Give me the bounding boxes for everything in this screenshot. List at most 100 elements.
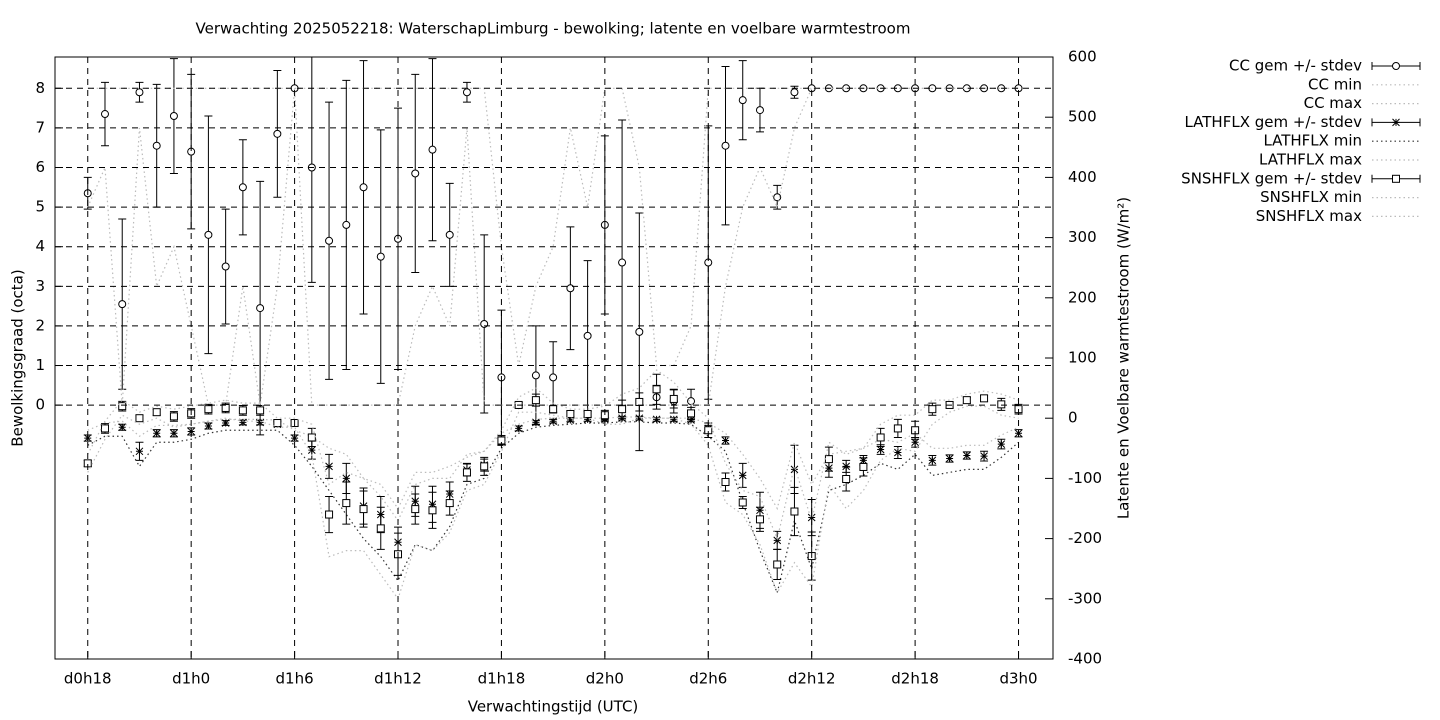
marker bbox=[583, 415, 592, 424]
x-tick-label: d2h12 bbox=[788, 670, 836, 688]
legend-label: LATHFLX gem +/- stdev bbox=[1184, 113, 1362, 131]
marker bbox=[118, 423, 127, 432]
marker bbox=[221, 403, 230, 412]
marker bbox=[342, 499, 351, 508]
marker bbox=[238, 183, 247, 192]
y2-tick-label: 300 bbox=[1068, 228, 1097, 246]
x-tick-label: d1h6 bbox=[276, 670, 314, 688]
legend-label: SNSHFLX max bbox=[1256, 207, 1362, 225]
marker bbox=[549, 417, 557, 426]
marker bbox=[980, 452, 988, 460]
marker bbox=[428, 506, 437, 515]
x-tick-label: d3h0 bbox=[999, 670, 1037, 688]
marker bbox=[652, 385, 661, 394]
marker bbox=[325, 236, 334, 245]
marker bbox=[738, 498, 747, 507]
marker bbox=[100, 424, 109, 433]
range-line bbox=[87, 405, 1019, 601]
marker bbox=[531, 371, 540, 380]
marker bbox=[997, 440, 1006, 448]
marker bbox=[669, 394, 678, 403]
marker bbox=[566, 416, 575, 424]
marker bbox=[790, 88, 799, 97]
marker bbox=[583, 331, 592, 340]
x-tick-label: d2h18 bbox=[891, 670, 939, 688]
legend-label: CC max bbox=[1304, 94, 1363, 112]
x-axis-label: Verwachtingstijd (UTC) bbox=[468, 698, 639, 716]
marker bbox=[721, 478, 730, 487]
marker bbox=[687, 397, 696, 406]
x-tick-label: d1h18 bbox=[478, 670, 526, 688]
marker bbox=[531, 396, 540, 405]
legend-marker bbox=[1392, 118, 1400, 127]
marker bbox=[842, 462, 851, 471]
legend-label: SNSHFLX min bbox=[1260, 188, 1362, 206]
marker bbox=[135, 447, 144, 456]
marker bbox=[152, 141, 161, 150]
marker bbox=[773, 536, 782, 545]
marker bbox=[687, 409, 696, 418]
marker bbox=[859, 462, 868, 471]
y-tick-label: 1 bbox=[35, 356, 45, 374]
marker bbox=[100, 110, 109, 119]
legend-label: LATHFLX min bbox=[1263, 132, 1362, 150]
marker bbox=[135, 414, 144, 423]
marker bbox=[204, 422, 213, 430]
marker bbox=[618, 405, 627, 414]
legend-marker bbox=[1392, 174, 1400, 183]
marker bbox=[876, 433, 885, 442]
y-tick-label: 3 bbox=[35, 277, 45, 295]
marker bbox=[376, 252, 385, 261]
marker bbox=[755, 106, 764, 115]
marker bbox=[980, 394, 989, 403]
y2-tick-label: -300 bbox=[1068, 589, 1102, 607]
marker bbox=[342, 220, 351, 229]
y-tick-label: 2 bbox=[35, 316, 45, 334]
y-tick-label: 5 bbox=[35, 198, 45, 216]
marker bbox=[652, 415, 661, 424]
marker bbox=[894, 448, 902, 457]
x-tick-label: d0h18 bbox=[64, 670, 112, 688]
y-tick-label: 0 bbox=[35, 396, 45, 414]
marker bbox=[118, 300, 127, 309]
marker bbox=[997, 400, 1006, 409]
marker bbox=[721, 141, 730, 150]
marker bbox=[842, 475, 851, 484]
y2-tick-label: 400 bbox=[1068, 168, 1097, 186]
marker bbox=[721, 436, 730, 445]
marker bbox=[256, 304, 265, 313]
y2-tick-label: 0 bbox=[1068, 409, 1078, 427]
marker bbox=[170, 429, 178, 438]
y-tick-label: 6 bbox=[35, 158, 45, 176]
marker bbox=[514, 424, 523, 433]
marker bbox=[790, 465, 799, 474]
marker bbox=[204, 405, 213, 414]
marker bbox=[618, 258, 627, 267]
marker bbox=[290, 434, 299, 442]
marker bbox=[445, 230, 454, 239]
marker bbox=[945, 454, 954, 463]
marker bbox=[462, 468, 471, 477]
marker bbox=[169, 412, 178, 421]
marker bbox=[273, 129, 282, 138]
marker bbox=[83, 434, 92, 442]
marker bbox=[376, 524, 385, 533]
marker bbox=[152, 408, 161, 417]
marker bbox=[755, 515, 764, 524]
y2-tick-label: -100 bbox=[1068, 469, 1102, 487]
legend-label: CC gem +/- stdev bbox=[1229, 57, 1362, 75]
marker bbox=[411, 505, 420, 514]
y-tick-label: 4 bbox=[35, 237, 45, 255]
marker bbox=[342, 474, 351, 483]
legend-label: LATHFLX max bbox=[1259, 151, 1362, 169]
marker bbox=[480, 462, 489, 471]
x-tick-label: d2h6 bbox=[689, 670, 727, 688]
marker bbox=[635, 327, 644, 336]
marker bbox=[221, 419, 230, 427]
y-tick-label: 8 bbox=[35, 79, 45, 97]
marker bbox=[928, 405, 937, 414]
marker bbox=[532, 418, 540, 427]
marker bbox=[962, 396, 971, 405]
